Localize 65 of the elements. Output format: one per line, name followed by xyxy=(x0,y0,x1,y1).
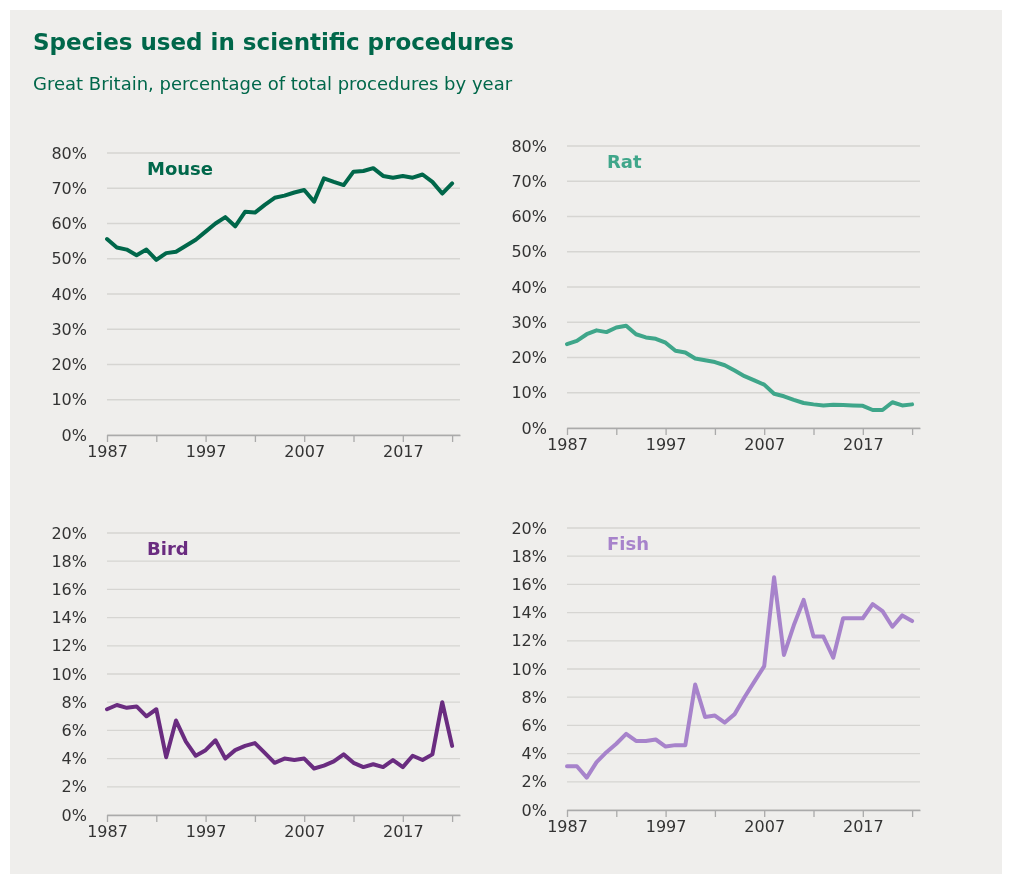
y-tick-label: 30% xyxy=(51,319,87,339)
y-tick-label: 80% xyxy=(511,136,547,156)
y-tick-label: 12% xyxy=(51,636,87,656)
y-tick-label: 6% xyxy=(521,716,547,736)
y-tick-label: 8% xyxy=(521,687,547,707)
y-tick-label: 20% xyxy=(51,523,87,543)
y-tick-label: 10% xyxy=(51,390,87,410)
y-tick-label: 20% xyxy=(511,348,547,368)
x-tick-label: 2017 xyxy=(382,442,424,462)
chart-title: Species used in scientific procedures xyxy=(33,29,514,55)
x-tick-label: 1997 xyxy=(645,435,687,455)
x-tick-label: 1997 xyxy=(645,817,687,837)
y-tick-label: 14% xyxy=(51,608,87,628)
y-tick-label: 18% xyxy=(511,546,547,566)
line-series xyxy=(565,575,915,780)
y-tick-label: 18% xyxy=(51,551,87,571)
y-tick-label: 80% xyxy=(51,143,87,163)
y-tick-label: 20% xyxy=(511,518,547,538)
y-tick-label: 2% xyxy=(61,777,87,797)
y-tick-label: 0% xyxy=(61,805,87,825)
x-tick-label: 2007 xyxy=(284,442,326,462)
x-tick-label: 1987 xyxy=(87,822,128,842)
x-tick-label: 2017 xyxy=(382,822,424,842)
y-tick-label: 10% xyxy=(511,659,547,679)
x-tick-label: 1997 xyxy=(185,442,227,462)
text: Rat xyxy=(607,151,643,172)
y-tick-label: 0% xyxy=(521,800,547,820)
x-tick-label: 2017 xyxy=(842,817,884,837)
y-tick-label: 60% xyxy=(511,207,547,227)
text: Fish xyxy=(607,533,649,554)
text: Bird xyxy=(147,538,189,559)
x-tick-label: 1987 xyxy=(547,817,588,837)
y-tick-label: 0% xyxy=(521,418,547,438)
y-tick-label: 50% xyxy=(511,242,547,262)
y-tick-label: 10% xyxy=(51,664,87,684)
y-tick-label: 4% xyxy=(521,744,547,764)
x-tick-label: 1987 xyxy=(547,435,588,455)
y-tick-label: 20% xyxy=(51,355,87,375)
y-tick-label: 16% xyxy=(511,575,547,595)
text: Mouse xyxy=(147,158,214,179)
x-tick-label: 2007 xyxy=(744,435,786,455)
x-tick-label: 1987 xyxy=(87,442,128,462)
y-tick-label: 0% xyxy=(61,425,87,445)
y-tick-label: 4% xyxy=(61,749,87,769)
x-tick-label: 1997 xyxy=(185,822,227,842)
x-tick-label: 2017 xyxy=(842,435,884,455)
x-tick-label: 2007 xyxy=(284,822,326,842)
y-tick-label: 50% xyxy=(51,249,87,269)
y-tick-label: 30% xyxy=(511,312,547,332)
x-tick-label: 2007 xyxy=(744,817,786,837)
y-tick-label: 14% xyxy=(511,603,547,623)
chart-subtitle: Great Britain, percentage of total procedures by year xyxy=(33,73,513,94)
line-series xyxy=(565,323,915,413)
y-tick-label: 6% xyxy=(61,721,87,741)
y-tick-label: 70% xyxy=(51,178,87,198)
y-tick-label: 40% xyxy=(511,277,547,297)
y-tick-label: 16% xyxy=(51,580,87,600)
y-tick-label: 70% xyxy=(511,171,547,191)
y-tick-label: 60% xyxy=(51,214,87,234)
line-series xyxy=(105,700,455,771)
y-tick-label: 40% xyxy=(51,284,87,304)
y-tick-label: 2% xyxy=(521,772,547,792)
y-tick-label: 8% xyxy=(61,692,87,712)
y-tick-label: 10% xyxy=(511,383,547,403)
y-tick-label: 12% xyxy=(511,631,547,651)
